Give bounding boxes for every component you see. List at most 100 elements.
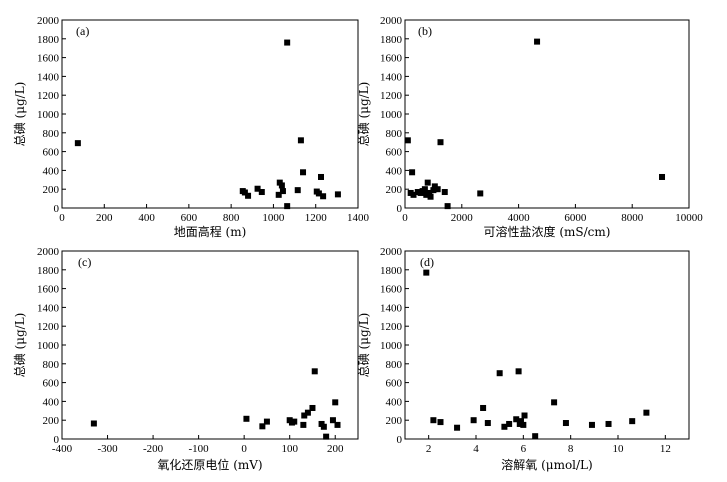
data-point-d	[643, 409, 650, 416]
y-tick-label-d: 600	[386, 378, 403, 390]
x-tick-label-d: 8	[568, 443, 574, 455]
x-tick-label-c: -100	[189, 443, 210, 455]
y-tick-label-c: 1600	[37, 284, 60, 296]
y-tick-label-b: 1600	[380, 53, 403, 65]
y-tick-label-c: 200	[43, 415, 60, 427]
y-axis-title-a: 总碘 (μg/L)	[13, 82, 27, 147]
data-point-b	[437, 139, 444, 146]
x-tick-label-b: 8000	[621, 212, 644, 224]
x-tick-label-a: 200	[96, 212, 113, 224]
data-point-b	[534, 38, 541, 45]
data-point-b	[409, 169, 416, 176]
x-tick-label-a: 1200	[305, 212, 328, 224]
y-tick-label-a: 600	[43, 147, 60, 159]
x-tick-label-b: 6000	[564, 212, 587, 224]
data-point-a	[245, 192, 252, 199]
data-point-b	[477, 190, 484, 197]
y-tick-label-d: 1200	[380, 321, 403, 333]
data-point-d	[551, 399, 558, 406]
data-point-b	[659, 173, 666, 180]
x-tick-label-c: -300	[97, 443, 118, 455]
y-tick-label-a: 800	[43, 128, 60, 140]
points-b	[404, 38, 666, 210]
data-point-c	[291, 418, 298, 425]
x-tick-label-b: 2000	[451, 212, 474, 224]
data-point-c	[259, 423, 266, 430]
y-tick-label-b: 2000	[380, 15, 403, 27]
x-tick-label-c: 200	[327, 443, 344, 455]
data-point-b	[430, 187, 437, 194]
data-point-a	[294, 187, 301, 194]
data-point-d	[588, 421, 595, 428]
x-tick-label-c: 100	[281, 443, 298, 455]
x-tick-label-d: 2	[426, 443, 432, 455]
ticks-a: 0 200 400 600 800 1000 1200 1400 0 200 400 600 800 10…	[37, 15, 370, 224]
data-point-b	[441, 189, 448, 196]
data-point-a	[275, 191, 282, 198]
x-tick-label-c: -400	[52, 443, 73, 455]
y-tick-label-a: 0	[54, 203, 60, 215]
x-axis-title-d: 溶解氧 (μmol/L)	[501, 457, 592, 472]
y-tick-label-d: 1800	[380, 265, 403, 277]
data-point-c	[243, 415, 250, 422]
panel-label-c: (c)	[78, 255, 91, 269]
x-tick-label-d: 10	[613, 443, 625, 455]
data-point-d	[513, 416, 520, 423]
points-a	[74, 39, 341, 210]
ticks-b: 0 2000 4000 6000 8000 10000 0 200 400 600 800 1000 1…	[380, 15, 703, 224]
data-point-c	[263, 418, 270, 425]
x-tick-label-a: 600	[181, 212, 198, 224]
y-tick-label-d: 1600	[380, 284, 403, 296]
y-tick-label-c: 600	[43, 378, 60, 390]
x-tick-label-d: 12	[660, 443, 671, 455]
y-tick-label-c: 1800	[37, 265, 60, 277]
data-point-d	[517, 418, 524, 425]
data-point-d	[480, 404, 487, 411]
panel-a: (a) 地面高程 (m) 总碘 (μg/L) 0 200 400 600 800 1000…	[13, 15, 370, 239]
data-point-a	[315, 190, 322, 197]
y-tick-label-d: 400	[386, 396, 403, 408]
data-point-a	[241, 189, 248, 196]
y-tick-label-c: 400	[43, 396, 60, 408]
data-point-c	[332, 399, 339, 406]
y-tick-label-b: 1000	[380, 109, 403, 121]
data-point-d	[454, 424, 461, 431]
data-point-c	[323, 433, 330, 440]
data-point-d	[484, 420, 491, 427]
data-point-d	[430, 417, 437, 424]
data-point-d	[532, 433, 539, 440]
y-tick-label-d: 800	[386, 359, 403, 371]
x-axis-title-b: 可溶性盐浓度 (mS/cm)	[484, 224, 611, 239]
ticks-c: -400 -300 -200 -100 0 100 20002004006008001000…	[37, 246, 344, 455]
data-point-a	[320, 193, 327, 200]
data-point-a	[74, 140, 81, 147]
data-point-a	[258, 189, 265, 196]
panel-c: (c) 氧化还原电位 (mV) 总碘 (μg/L) -400 -300 -200 -1…	[13, 246, 359, 472]
data-point-a	[297, 137, 304, 144]
panel-d: (d) 溶解氧 (μmol/L) 总碘 (μg/L) 2 4 6 8 10 12 0 200 4…	[357, 246, 690, 472]
x-tick-label-a: 0	[59, 212, 65, 224]
data-point-c	[90, 420, 97, 427]
data-point-a	[318, 173, 324, 180]
x-tick-label-b: 0	[402, 212, 408, 224]
y-tick-label-d: 200	[386, 415, 403, 427]
y-tick-label-b: 0	[397, 203, 403, 215]
y-tick-label-c: 0	[54, 434, 60, 446]
data-point-b	[427, 193, 434, 200]
y-tick-label-a: 200	[43, 184, 60, 196]
y-tick-label-b: 1200	[380, 90, 403, 102]
data-point-c	[301, 412, 308, 419]
data-point-a	[300, 169, 307, 176]
data-point-d	[470, 417, 477, 424]
data-point-d	[605, 420, 612, 427]
data-point-d	[520, 421, 527, 428]
y-tick-label-d: 1400	[380, 302, 403, 314]
y-tick-label-b: 1400	[380, 71, 403, 83]
data-point-c	[329, 417, 336, 424]
y-tick-label-d: 1000	[380, 340, 403, 352]
y-tick-label-a: 1200	[37, 90, 60, 102]
y-tick-label-c: 2000	[37, 246, 60, 258]
data-point-d	[501, 423, 508, 430]
y-tick-label-c: 1400	[37, 302, 60, 314]
